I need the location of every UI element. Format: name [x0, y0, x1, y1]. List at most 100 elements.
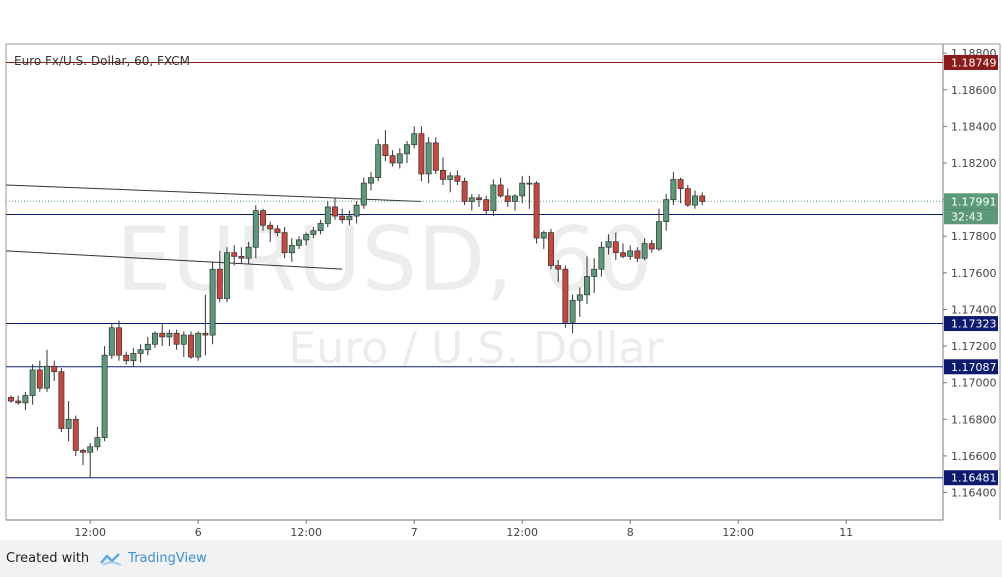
- candle[interactable]: [353, 204, 360, 217]
- candle[interactable]: [569, 299, 576, 323]
- candle[interactable]: [130, 353, 137, 362]
- candle[interactable]: [123, 354, 130, 362]
- candle[interactable]: [656, 221, 662, 250]
- candle[interactable]: [144, 343, 151, 351]
- candle[interactable]: [245, 246, 252, 259]
- candle[interactable]: [634, 250, 641, 259]
- candle[interactable]: [483, 199, 490, 211]
- candle[interactable]: [36, 369, 43, 389]
- candle[interactable]: [260, 210, 266, 226]
- candle[interactable]: [180, 334, 187, 345]
- candle[interactable]: [533, 182, 540, 239]
- candle[interactable]: [94, 437, 101, 448]
- candle[interactable]: [562, 268, 569, 323]
- candle[interactable]: [404, 144, 410, 155]
- candle[interactable]: [173, 332, 180, 345]
- candle[interactable]: [44, 365, 50, 389]
- candle[interactable]: [684, 188, 691, 206]
- candle[interactable]: [231, 252, 238, 257]
- candle[interactable]: [65, 418, 72, 429]
- candle[interactable]: [663, 199, 670, 222]
- candle[interactable]: [8, 396, 14, 402]
- candle[interactable]: [252, 210, 259, 248]
- candle[interactable]: [461, 180, 468, 202]
- candle[interactable]: [339, 215, 346, 221]
- candle[interactable]: [490, 184, 497, 211]
- tradingview-logo-icon[interactable]: [99, 552, 123, 566]
- candle[interactable]: [555, 265, 562, 270]
- candle[interactable]: [612, 241, 619, 254]
- candle[interactable]: [346, 215, 353, 221]
- candle[interactable]: [519, 182, 526, 197]
- candle[interactable]: [303, 234, 310, 241]
- candle[interactable]: [166, 332, 173, 338]
- candle[interactable]: [526, 182, 533, 185]
- candle[interactable]: [195, 332, 202, 358]
- candle[interactable]: [152, 332, 158, 345]
- candle[interactable]: [396, 153, 403, 164]
- candle[interactable]: [692, 195, 698, 206]
- candle[interactable]: [598, 246, 605, 270]
- candle[interactable]: [497, 184, 504, 197]
- candle[interactable]: [296, 239, 302, 246]
- candle[interactable]: [440, 169, 446, 180]
- candle[interactable]: [108, 327, 115, 356]
- candle[interactable]: [51, 365, 58, 373]
- candle[interactable]: [389, 155, 396, 164]
- candle[interactable]: [382, 144, 389, 157]
- candle[interactable]: [360, 182, 367, 206]
- candle[interactable]: [202, 332, 209, 336]
- candle[interactable]: [677, 179, 684, 189]
- trendline[interactable]: [5, 250, 343, 270]
- candle[interactable]: [512, 195, 518, 202]
- candle[interactable]: [29, 369, 36, 396]
- trendline[interactable]: [5, 184, 422, 202]
- candle[interactable]: [209, 268, 216, 336]
- candle[interactable]: [584, 276, 590, 296]
- candle[interactable]: [418, 133, 425, 175]
- candle[interactable]: [425, 142, 432, 175]
- tradingview-brand-link[interactable]: TradingView: [128, 551, 207, 566]
- candle[interactable]: [216, 268, 223, 299]
- candle[interactable]: [101, 354, 108, 438]
- candle[interactable]: [411, 133, 418, 146]
- candle[interactable]: [288, 245, 295, 254]
- candle[interactable]: [116, 327, 122, 356]
- candle[interactable]: [620, 252, 626, 257]
- candle[interactable]: [317, 223, 324, 232]
- candle[interactable]: [641, 243, 648, 259]
- candle[interactable]: [548, 232, 554, 266]
- candle[interactable]: [159, 332, 166, 338]
- candle[interactable]: [670, 179, 677, 200]
- candle[interactable]: [238, 256, 245, 259]
- candle[interactable]: [375, 144, 382, 178]
- candle[interactable]: [15, 400, 22, 404]
- candle[interactable]: [137, 349, 144, 354]
- candle[interactable]: [432, 142, 439, 171]
- candle[interactable]: [310, 230, 317, 235]
- candle[interactable]: [58, 371, 65, 429]
- candle[interactable]: [22, 395, 29, 404]
- candle[interactable]: [274, 228, 281, 233]
- candle[interactable]: [454, 175, 461, 182]
- candle[interactable]: [332, 206, 338, 217]
- candle[interactable]: [468, 197, 475, 202]
- candle[interactable]: [224, 252, 230, 299]
- candle[interactable]: [627, 250, 634, 257]
- candle[interactable]: [267, 224, 274, 230]
- candle[interactable]: [476, 197, 482, 200]
- candle[interactable]: [72, 418, 79, 451]
- candle[interactable]: [540, 232, 547, 239]
- candle[interactable]: [368, 177, 374, 184]
- candle[interactable]: [80, 450, 86, 453]
- candle[interactable]: [324, 206, 331, 224]
- candle[interactable]: [281, 232, 288, 254]
- candle[interactable]: [447, 175, 454, 180]
- candle[interactable]: [605, 241, 612, 248]
- candle[interactable]: [591, 268, 598, 277]
- candle[interactable]: [87, 446, 94, 453]
- candle[interactable]: [699, 195, 706, 202]
- candle[interactable]: [576, 294, 583, 301]
- candle[interactable]: [648, 243, 655, 250]
